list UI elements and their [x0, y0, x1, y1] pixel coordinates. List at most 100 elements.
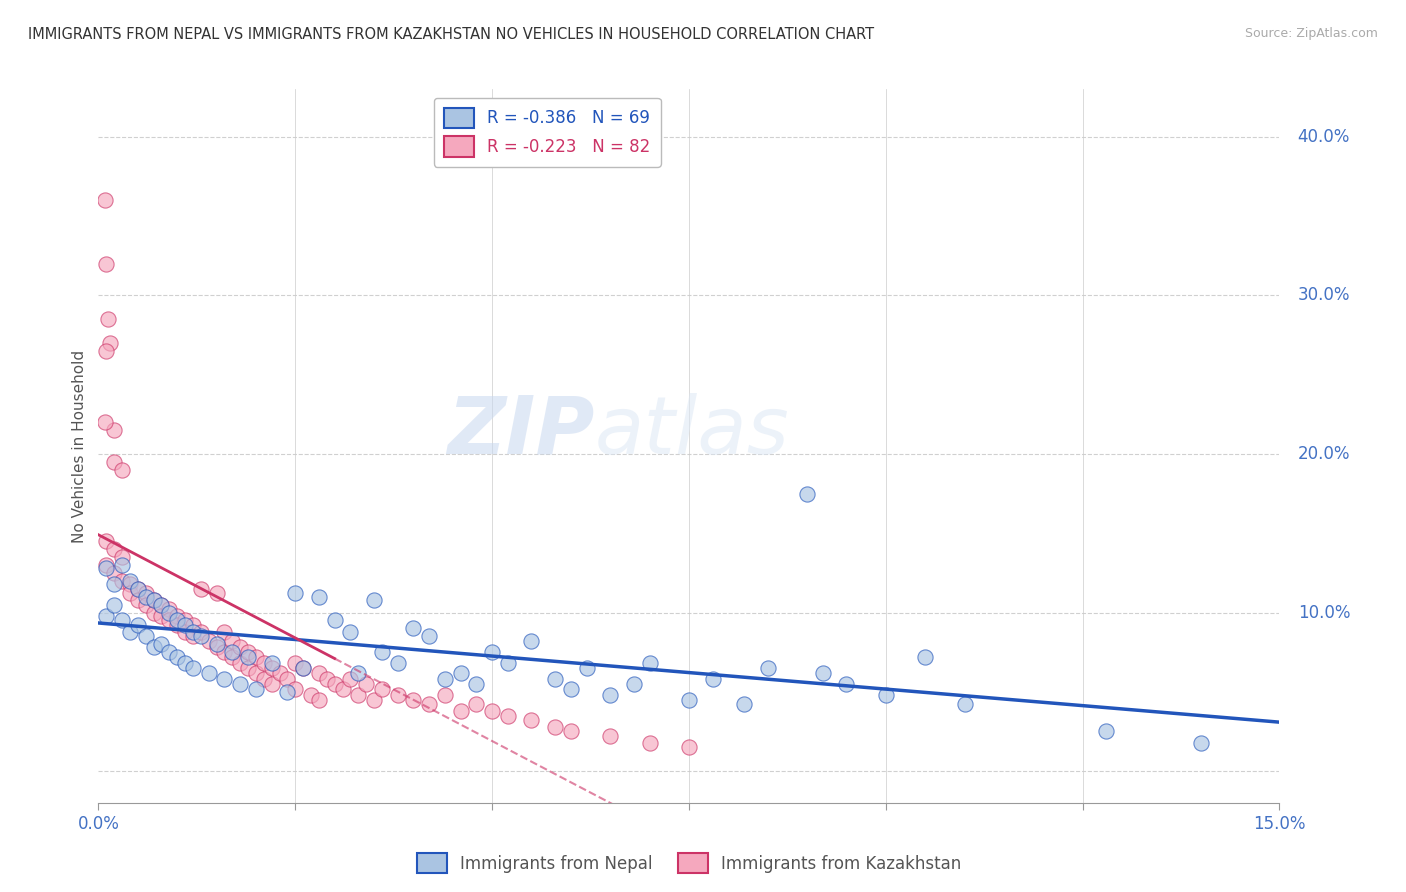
Point — [98, 335, 121, 350]
Point — [111, 549, 134, 564]
Text: 40.0%: 40.0% — [1298, 128, 1350, 145]
Point — [142, 640, 165, 655]
Point — [1095, 724, 1118, 739]
Point — [276, 685, 298, 699]
Point — [190, 582, 212, 596]
Point — [166, 614, 188, 628]
Point — [181, 661, 204, 675]
Point — [418, 698, 440, 712]
Text: 20.0%: 20.0% — [1298, 445, 1350, 463]
Point — [292, 661, 315, 675]
Point — [103, 598, 125, 612]
Point — [260, 677, 283, 691]
Point — [245, 681, 267, 696]
Point — [623, 677, 645, 691]
Point — [363, 592, 385, 607]
Point — [166, 649, 188, 664]
Point — [245, 649, 267, 664]
Point — [214, 645, 236, 659]
Point — [142, 592, 165, 607]
Point — [150, 598, 173, 612]
Point — [174, 657, 197, 671]
Point — [96, 534, 118, 549]
Point — [229, 677, 252, 691]
Point — [150, 637, 173, 651]
Point — [245, 665, 267, 680]
Point — [111, 574, 134, 588]
Point — [96, 561, 118, 575]
Point — [221, 645, 243, 659]
Point — [323, 614, 346, 628]
Point — [253, 657, 276, 671]
Point — [315, 672, 337, 686]
Point — [339, 624, 361, 639]
Point — [347, 665, 370, 680]
Point — [127, 592, 149, 607]
Point — [308, 590, 330, 604]
Point — [103, 577, 125, 591]
Point — [205, 637, 228, 651]
Point — [465, 698, 488, 712]
Point — [450, 704, 472, 718]
Point — [733, 698, 755, 712]
Point — [308, 665, 330, 680]
Point — [127, 582, 149, 596]
Point — [433, 688, 456, 702]
Point — [103, 566, 125, 580]
Point — [135, 586, 157, 600]
Point — [96, 608, 118, 623]
Point — [560, 724, 582, 739]
Point — [387, 657, 409, 671]
Text: 10.0%: 10.0% — [1298, 604, 1350, 622]
Point — [142, 606, 165, 620]
Point — [433, 672, 456, 686]
Text: IMMIGRANTS FROM NEPAL VS IMMIGRANTS FROM KAZAKHSTAN NO VEHICLES IN HOUSEHOLD COR: IMMIGRANTS FROM NEPAL VS IMMIGRANTS FROM… — [28, 27, 875, 42]
Point — [260, 657, 283, 671]
Point — [418, 629, 440, 643]
Point — [402, 692, 425, 706]
Point — [465, 677, 488, 691]
Point — [135, 598, 157, 612]
Point — [638, 657, 661, 671]
Point — [332, 681, 354, 696]
Point — [496, 657, 519, 671]
Point — [205, 586, 228, 600]
Text: 30.0%: 30.0% — [1298, 286, 1350, 304]
Point — [111, 614, 134, 628]
Point — [276, 672, 298, 686]
Y-axis label: No Vehicles in Household: No Vehicles in Household — [72, 350, 87, 542]
Point — [496, 708, 519, 723]
Point — [96, 257, 118, 271]
Point — [157, 602, 180, 616]
Point — [678, 692, 700, 706]
Point — [103, 542, 125, 557]
Point — [544, 720, 567, 734]
Point — [835, 677, 858, 691]
Point — [111, 558, 134, 572]
Point — [481, 645, 503, 659]
Text: ZIP: ZIP — [447, 392, 595, 471]
Point — [253, 672, 276, 686]
Point — [229, 640, 252, 655]
Point — [354, 677, 377, 691]
Point — [103, 455, 125, 469]
Point — [190, 624, 212, 639]
Point — [214, 624, 236, 639]
Point — [450, 665, 472, 680]
Point — [544, 672, 567, 686]
Point — [190, 629, 212, 643]
Point — [150, 598, 173, 612]
Point — [402, 621, 425, 635]
Point — [284, 586, 307, 600]
Point — [118, 577, 141, 591]
Point — [103, 423, 125, 437]
Point — [236, 661, 259, 675]
Point — [756, 661, 779, 675]
Point — [93, 415, 115, 429]
Point — [599, 729, 621, 743]
Point — [914, 649, 936, 664]
Point — [339, 672, 361, 686]
Point — [142, 592, 165, 607]
Point — [599, 688, 621, 702]
Point — [205, 640, 228, 655]
